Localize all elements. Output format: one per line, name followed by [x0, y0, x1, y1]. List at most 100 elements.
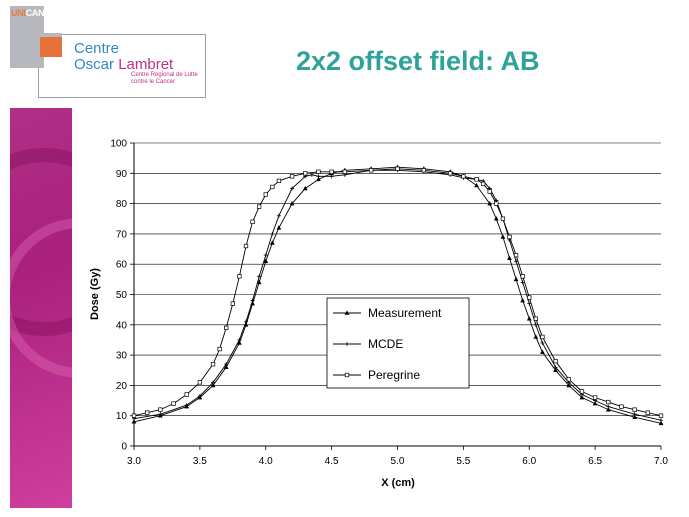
data-point-measurement: [316, 176, 321, 182]
data-point-peregrine: [342, 169, 347, 174]
logo-square-orange: [40, 37, 62, 57]
data-point-peregrine: [329, 169, 334, 174]
y-tick-label: 70: [116, 229, 128, 240]
y-tick-label: 90: [116, 169, 128, 180]
data-point-peregrine: [224, 325, 229, 330]
x-tick-label: 5.5: [456, 456, 470, 467]
x-tick-label: 3.0: [127, 456, 141, 467]
data-point-mcde: [276, 213, 281, 218]
data-point-mcde: [316, 174, 321, 179]
data-point-mcde: [224, 362, 229, 367]
data-point-peregrine: [158, 407, 163, 412]
logo-name-line2: Oscar Lambret: [74, 56, 174, 73]
data-point-peregrine: [184, 392, 189, 397]
data-point-measurement: [474, 182, 479, 188]
data-point-peregrine: [480, 181, 486, 187]
x-axis-label: X (cm): [381, 477, 415, 489]
series-line-measurement: [133, 166, 662, 424]
series-peregrine: [131, 166, 664, 418]
data-point-peregrine: [395, 166, 400, 171]
data-point-measurement: [237, 340, 242, 345]
gridlines: [134, 142, 661, 417]
legend-label: MCDE: [368, 337, 403, 351]
data-point-peregrine: [619, 404, 624, 409]
legend-marker: [345, 342, 349, 346]
x-tick-label: 7.0: [654, 456, 668, 467]
data-point-peregrine: [474, 177, 479, 182]
data-point-measurement: [302, 185, 308, 191]
legend: Measurement MCDE Peregrine: [326, 297, 470, 389]
data-point-mcde: [250, 298, 255, 303]
legend-marker: [344, 372, 350, 378]
y-tick-label: 100: [110, 139, 127, 150]
data-point-peregrine: [421, 168, 426, 173]
data-point-measurement: [487, 201, 493, 206]
dose-profile-chart: 0 10 20 30 40 50 60 70 80 90 100 3.0 3.5 4.0 4.5 5.0 5.…: [89, 139, 668, 490]
data-point-measurement: [526, 316, 532, 321]
y-axis-label: Dose (Gy): [89, 268, 101, 320]
x-tick-labels: 3.0 3.5 4.0 4.5 5.0 5.5 6.0 6.5 7.0: [127, 456, 668, 467]
data-point-measurement: [289, 201, 295, 206]
data-point-mcde: [520, 280, 525, 285]
data-point-measurement: [256, 279, 262, 285]
legend-marker: [344, 310, 350, 315]
data-point-mcde: [606, 404, 611, 409]
logo-name-line1: Centre: [74, 40, 120, 57]
data-point-peregrine: [230, 301, 235, 306]
unicancer-text: UNICANCER: [11, 8, 63, 18]
data-point-peregrine: [658, 413, 664, 418]
x-tick-label: 4.5: [325, 456, 339, 467]
legend-label: Measurement: [368, 306, 442, 320]
x-tick-label: 4.0: [259, 456, 273, 467]
data-point-mcde: [184, 403, 189, 408]
slide-title: 2x2 offset field: AB: [296, 46, 540, 76]
data-point-peregrine: [540, 334, 545, 340]
data-point-peregrine: [210, 362, 216, 367]
data-point-mcde: [514, 259, 519, 264]
data-point-peregrine: [448, 171, 453, 176]
data-point-peregrine: [579, 389, 585, 394]
data-point-peregrine: [632, 407, 637, 412]
data-point-mcde: [540, 340, 545, 345]
data-point-mcde: [553, 365, 558, 370]
logo-subtitle-line2: contre le Cancer: [131, 79, 176, 85]
x-tick-label: 6.5: [588, 456, 602, 467]
data-point-peregrine: [500, 216, 506, 221]
data-point-measurement: [500, 234, 506, 239]
data-point-peregrine: [369, 168, 374, 173]
data-point-mcde: [211, 380, 216, 385]
data-point-measurement: [223, 364, 229, 370]
y-tick-label: 20: [116, 381, 128, 392]
data-point-peregrine: [270, 184, 275, 190]
y-tick-label: 80: [116, 199, 128, 210]
data-point-measurement: [579, 394, 585, 400]
data-point-measurement: [210, 382, 216, 388]
data-point-peregrine: [289, 174, 295, 179]
data-point-peregrine: [145, 410, 150, 415]
data-point-mcde: [158, 412, 163, 417]
data-point-peregrine: [217, 346, 222, 352]
data-point-mcde: [533, 322, 538, 327]
data-point-peregrine: [303, 171, 308, 176]
data-point-measurement: [493, 216, 499, 221]
data-point-peregrine: [197, 380, 203, 385]
data-point-peregrine: [276, 178, 282, 184]
data-point-measurement: [507, 255, 512, 260]
data-point-measurement: [513, 276, 519, 282]
data-point-peregrine: [461, 174, 466, 179]
data-point-measurement: [131, 419, 137, 424]
y-tick-label: 10: [116, 411, 128, 422]
data-point-measurement: [269, 240, 275, 245]
data-point-peregrine: [520, 274, 525, 279]
data-point-peregrine: [250, 219, 255, 224]
data-point-peregrine: [494, 201, 499, 206]
data-point-peregrine: [507, 234, 512, 240]
data-point-measurement: [520, 297, 526, 303]
data-point-peregrine: [527, 295, 532, 300]
data-point-measurement: [605, 407, 611, 412]
data-point-measurement: [658, 420, 664, 426]
side-decoration-bar: [10, 108, 72, 508]
data-point-measurement: [553, 367, 558, 373]
data-point-mcde: [290, 186, 295, 191]
y-tick-label: 60: [116, 260, 128, 271]
